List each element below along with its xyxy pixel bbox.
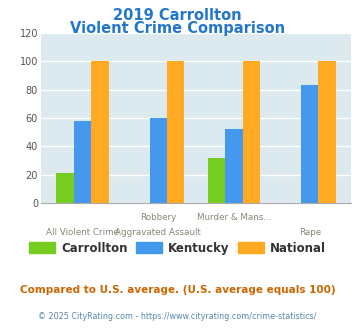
Bar [301,85,318,203]
Bar [56,173,74,203]
Bar [243,61,260,203]
Text: Compared to U.S. average. (U.S. average equals 100): Compared to U.S. average. (U.S. average … [20,285,335,295]
Bar [149,118,167,203]
Bar [225,129,243,203]
Text: Aggravated Assault: Aggravated Assault [115,228,201,237]
Text: Violent Crime Comparison: Violent Crime Comparison [70,21,285,36]
Bar [91,61,109,203]
Bar [318,61,336,203]
Text: All Violent Crime: All Violent Crime [46,228,119,237]
Text: Robbery: Robbery [140,213,176,222]
Text: 2019 Carrollton: 2019 Carrollton [113,8,242,23]
Bar [167,61,184,203]
Text: Murder & Mans...: Murder & Mans... [197,213,271,222]
Bar [208,158,225,203]
Legend: Carrollton, Kentucky, National: Carrollton, Kentucky, National [25,237,330,259]
Text: Rape: Rape [299,228,321,237]
Text: © 2025 CityRating.com - https://www.cityrating.com/crime-statistics/: © 2025 CityRating.com - https://www.city… [38,312,317,321]
Bar [74,121,91,203]
